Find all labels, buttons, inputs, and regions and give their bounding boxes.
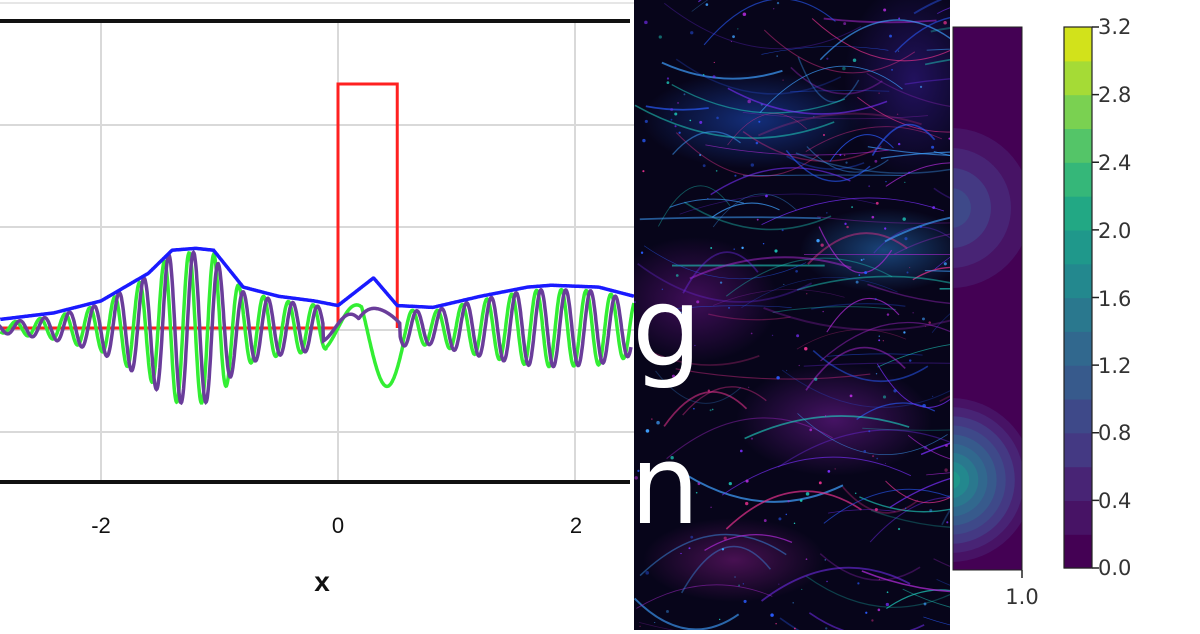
- colorbar-tick-label: 0.4: [1098, 489, 1132, 513]
- x-tick-label: -2: [91, 513, 111, 538]
- heatmap-figure: 1.0 3.2 2.8 2.4 2.0 1.6 1.2 0.8 0.4 0.0: [950, 0, 1200, 630]
- flow-lines-decoration: [634, 0, 950, 630]
- colorbar-tick-label: 2.0: [1098, 219, 1132, 243]
- colorbar-tick-label: 0.0: [1098, 556, 1132, 580]
- colorbar-tick-label: 2.4: [1098, 151, 1132, 175]
- colorbar-tick-label: 1.6: [1098, 287, 1132, 311]
- wavefunction-chart: -2 0 2 x: [0, 2, 634, 597]
- abstract-flow-image: g n: [634, 0, 950, 630]
- colorbar-tick-label: 2.8: [1098, 83, 1132, 107]
- x-tick-label: 0: [331, 513, 345, 538]
- colorbar-tick-label: 3.2: [1098, 15, 1132, 39]
- real-part-line: [0, 251, 634, 405]
- x-tick-label: 2: [569, 513, 583, 538]
- overlay-title-letter: g: [634, 263, 702, 391]
- heatmap-plot-area: [952, 26, 1099, 578]
- colorbar-tick-label: 1.2: [1098, 354, 1132, 378]
- overlay-title-letter: n: [634, 421, 700, 549]
- chart-plot-area: [0, 2, 634, 484]
- envelope-line: [0, 246, 634, 322]
- heatmap-x-tick-label: 1.0: [1005, 585, 1039, 609]
- colorbar-tick-label: 0.8: [1098, 421, 1132, 445]
- imag-part-line: [0, 249, 633, 406]
- x-axis-label: x: [314, 566, 330, 597]
